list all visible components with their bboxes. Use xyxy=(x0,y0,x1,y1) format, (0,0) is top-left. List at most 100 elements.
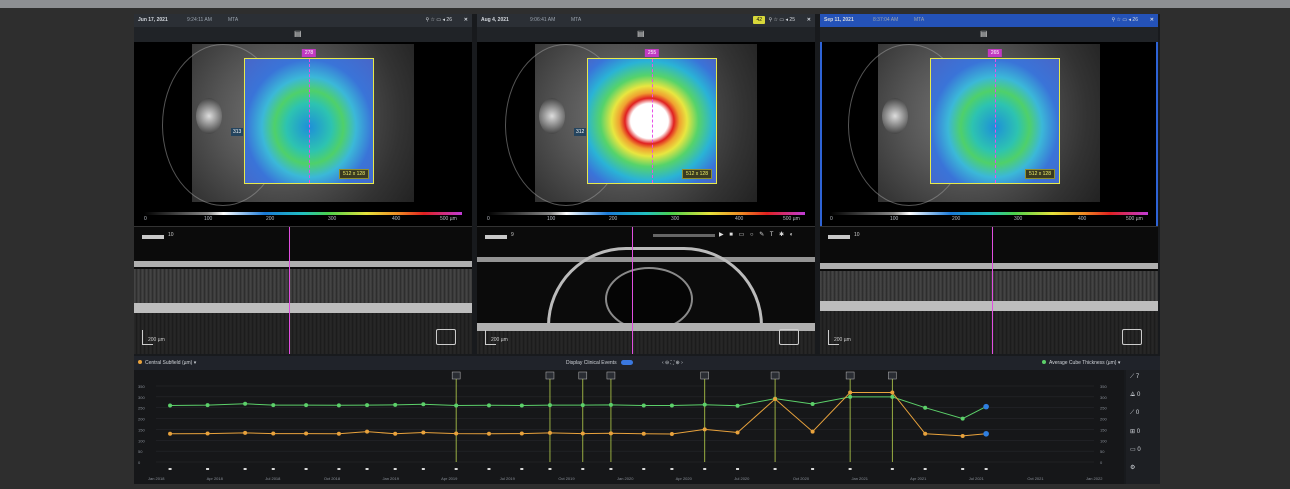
visit-marker xyxy=(890,468,894,470)
data-point xyxy=(486,403,491,408)
panel-tools[interactable]: ⚲ ☆ ▭ ◂ 26 xyxy=(1111,17,1139,23)
y-tick-left: 350 xyxy=(138,384,145,389)
close-icon[interactable]: ✕ xyxy=(1149,17,1154,23)
x-tick-label: Jan 2020 xyxy=(617,476,634,481)
data-point xyxy=(608,402,613,407)
clinical-events-toggle[interactable]: Display Clinical Events xyxy=(566,356,633,370)
cystoid-space xyxy=(605,267,693,331)
clinical-event-icon xyxy=(770,371,780,380)
thickness-map[interactable]: 265 512 x 128 xyxy=(930,49,1060,184)
layers-icon[interactable]: ▤ xyxy=(294,29,302,38)
scan-date: Sep 11, 2021 xyxy=(824,17,854,23)
data-point xyxy=(205,431,210,436)
annotation-tools[interactable]: ▶ ■ ▭ ○ ✎ T ✱ ◐ xyxy=(719,232,796,238)
y-tick-left: 0 xyxy=(138,460,141,465)
data-point xyxy=(243,430,248,435)
visit-marker xyxy=(304,468,308,470)
expand-view-button[interactable] xyxy=(779,329,799,345)
tick-label: 0 xyxy=(830,216,833,222)
data-point xyxy=(960,416,965,421)
tool-count: 7 xyxy=(1135,374,1140,380)
scan-panel-1[interactable]: Jun 17, 2021 9:24:11 AM MTA ⚲ ☆ ▭ ◂ 26 ✕… xyxy=(134,14,472,354)
bscan-index: 10 xyxy=(854,232,860,238)
thickness-trend-chart[interactable]: 350 350 300 300 250 250 200 200 150 150 100 100 50 50… xyxy=(134,370,1124,484)
x-tick-label: Jul 2018 xyxy=(265,476,281,481)
tool-settings[interactable]: ⚙ xyxy=(1130,464,1158,478)
data-point xyxy=(336,431,341,436)
scan-panel-2[interactable]: Aug 4, 2021 9:06:41 AM MTA 42 ⚲ ☆ ▭ ◂ 25… xyxy=(477,14,815,354)
visit-marker xyxy=(773,468,777,470)
playback-progress[interactable] xyxy=(653,234,715,237)
scan-date: Aug 4, 2021 xyxy=(481,17,509,23)
thickness-map[interactable]: 278 313 512 x 128 xyxy=(231,49,374,184)
close-icon[interactable]: ✕ xyxy=(463,17,468,23)
data-point xyxy=(421,402,426,407)
tool-grid[interactable]: ⊞ 0 xyxy=(1130,428,1158,442)
panel-header: Aug 4, 2021 9:06:41 AM MTA 42 ⚲ ☆ ▭ ◂ 25… xyxy=(477,14,815,27)
trend-controls: Central Subfield (µm) ▾ Display Clinical… xyxy=(134,356,1160,370)
tool-calendar[interactable]: ▭ 0 xyxy=(1130,446,1158,460)
visit-marker xyxy=(736,468,740,470)
tick-label: 0 xyxy=(487,216,490,222)
tool-line[interactable]: ⟋ 0 xyxy=(1130,410,1158,424)
choroid xyxy=(134,313,472,354)
scan-time: 8:37:04 AM xyxy=(873,17,899,23)
layers-icon[interactable]: ▤ xyxy=(980,29,988,38)
oct-bscan[interactable]: 10 200 µm xyxy=(820,226,1158,354)
scan-panel-3[interactable]: Sep 11, 2021 8:37:04 AM MTA ⚲ ☆ ▭ ◂ 26 ✕… xyxy=(820,14,1158,354)
panel-header: Jun 17, 2021 9:24:11 AM MTA ⚲ ☆ ▭ ◂ 26 ✕ xyxy=(134,14,472,27)
zoom-nav-controls[interactable]: ‹ ⊖ ⛶ ⊕ › xyxy=(662,360,683,366)
left-metric-select[interactable]: Central Subfield (µm) ▾ xyxy=(138,356,196,370)
panel-tools[interactable]: ⚲ ☆ ▭ ◂ 25 xyxy=(768,17,796,23)
line-icon: ⟋ xyxy=(1130,410,1135,416)
position-marker xyxy=(289,227,290,354)
visit-marker xyxy=(454,468,458,470)
oct-bscan[interactable]: 10 200 µm xyxy=(134,226,472,354)
trend-chart-svg[interactable]: 350 350 300 300 250 250 200 200 150 150 100 100 50 50… xyxy=(134,370,1124,484)
oct-viewer-app: Jun 17, 2021 9:24:11 AM MTA ⚲ ☆ ▭ ◂ 26 ✕… xyxy=(134,14,1160,484)
retina-surface xyxy=(820,263,1158,269)
data-point xyxy=(393,402,398,407)
expand-view-button[interactable] xyxy=(1122,329,1142,345)
position-marker xyxy=(992,227,993,354)
data-point xyxy=(890,394,895,399)
close-icon[interactable]: ✕ xyxy=(806,17,811,23)
event-badge[interactable]: 42 xyxy=(753,16,765,24)
data-point xyxy=(702,427,707,432)
bscan-slider[interactable] xyxy=(828,235,850,239)
right-metric-select[interactable]: Average Cube Thickness (µm) ▾ xyxy=(1042,356,1120,370)
expand-view-button[interactable] xyxy=(436,329,456,345)
panel-tools[interactable]: ⚲ ☆ ▭ ◂ 26 xyxy=(425,17,453,23)
bscan-slider[interactable] xyxy=(142,235,164,239)
x-tick-label: Jan 2018 xyxy=(148,476,165,481)
data-point xyxy=(168,403,173,408)
rpe-layer xyxy=(820,301,1158,311)
data-point xyxy=(890,390,895,395)
fundus-image: 278 313 512 x 128 xyxy=(162,44,414,206)
toggle-switch[interactable] xyxy=(620,360,633,366)
data-point xyxy=(421,430,426,435)
data-point xyxy=(580,403,585,408)
tool-measure[interactable]: ⟋ 7 xyxy=(1130,374,1158,388)
data-point xyxy=(271,431,276,436)
color-scale-bar xyxy=(487,212,805,215)
x-tick-label: Apr 2021 xyxy=(910,476,927,481)
color-scale-bar xyxy=(144,212,462,215)
layers-icon[interactable]: ▤ xyxy=(637,29,645,38)
gear-icon: ⚙ xyxy=(1130,465,1136,471)
thickness-map[interactable]: 255 312 512 x 128 xyxy=(574,49,717,184)
tool-count: 0 xyxy=(1135,410,1140,416)
data-point xyxy=(669,431,674,436)
oct-bscan[interactable]: 9 ▶ ■ ▭ ○ ✎ T ✱ ◐ 200 µm xyxy=(477,226,815,354)
bscan-slider[interactable] xyxy=(485,235,507,239)
data-point xyxy=(735,430,740,435)
tool-triangle[interactable]: ⟁ 0 xyxy=(1130,392,1158,406)
data-point xyxy=(271,403,276,408)
data-point xyxy=(519,403,524,408)
side-thickness-label: 312 xyxy=(574,128,587,137)
center-thickness-label: 255 xyxy=(644,49,660,57)
data-point xyxy=(848,390,853,395)
retina-layers xyxy=(134,269,472,303)
visit-marker xyxy=(168,468,172,470)
x-tick-label: Jan 2019 xyxy=(383,476,400,481)
